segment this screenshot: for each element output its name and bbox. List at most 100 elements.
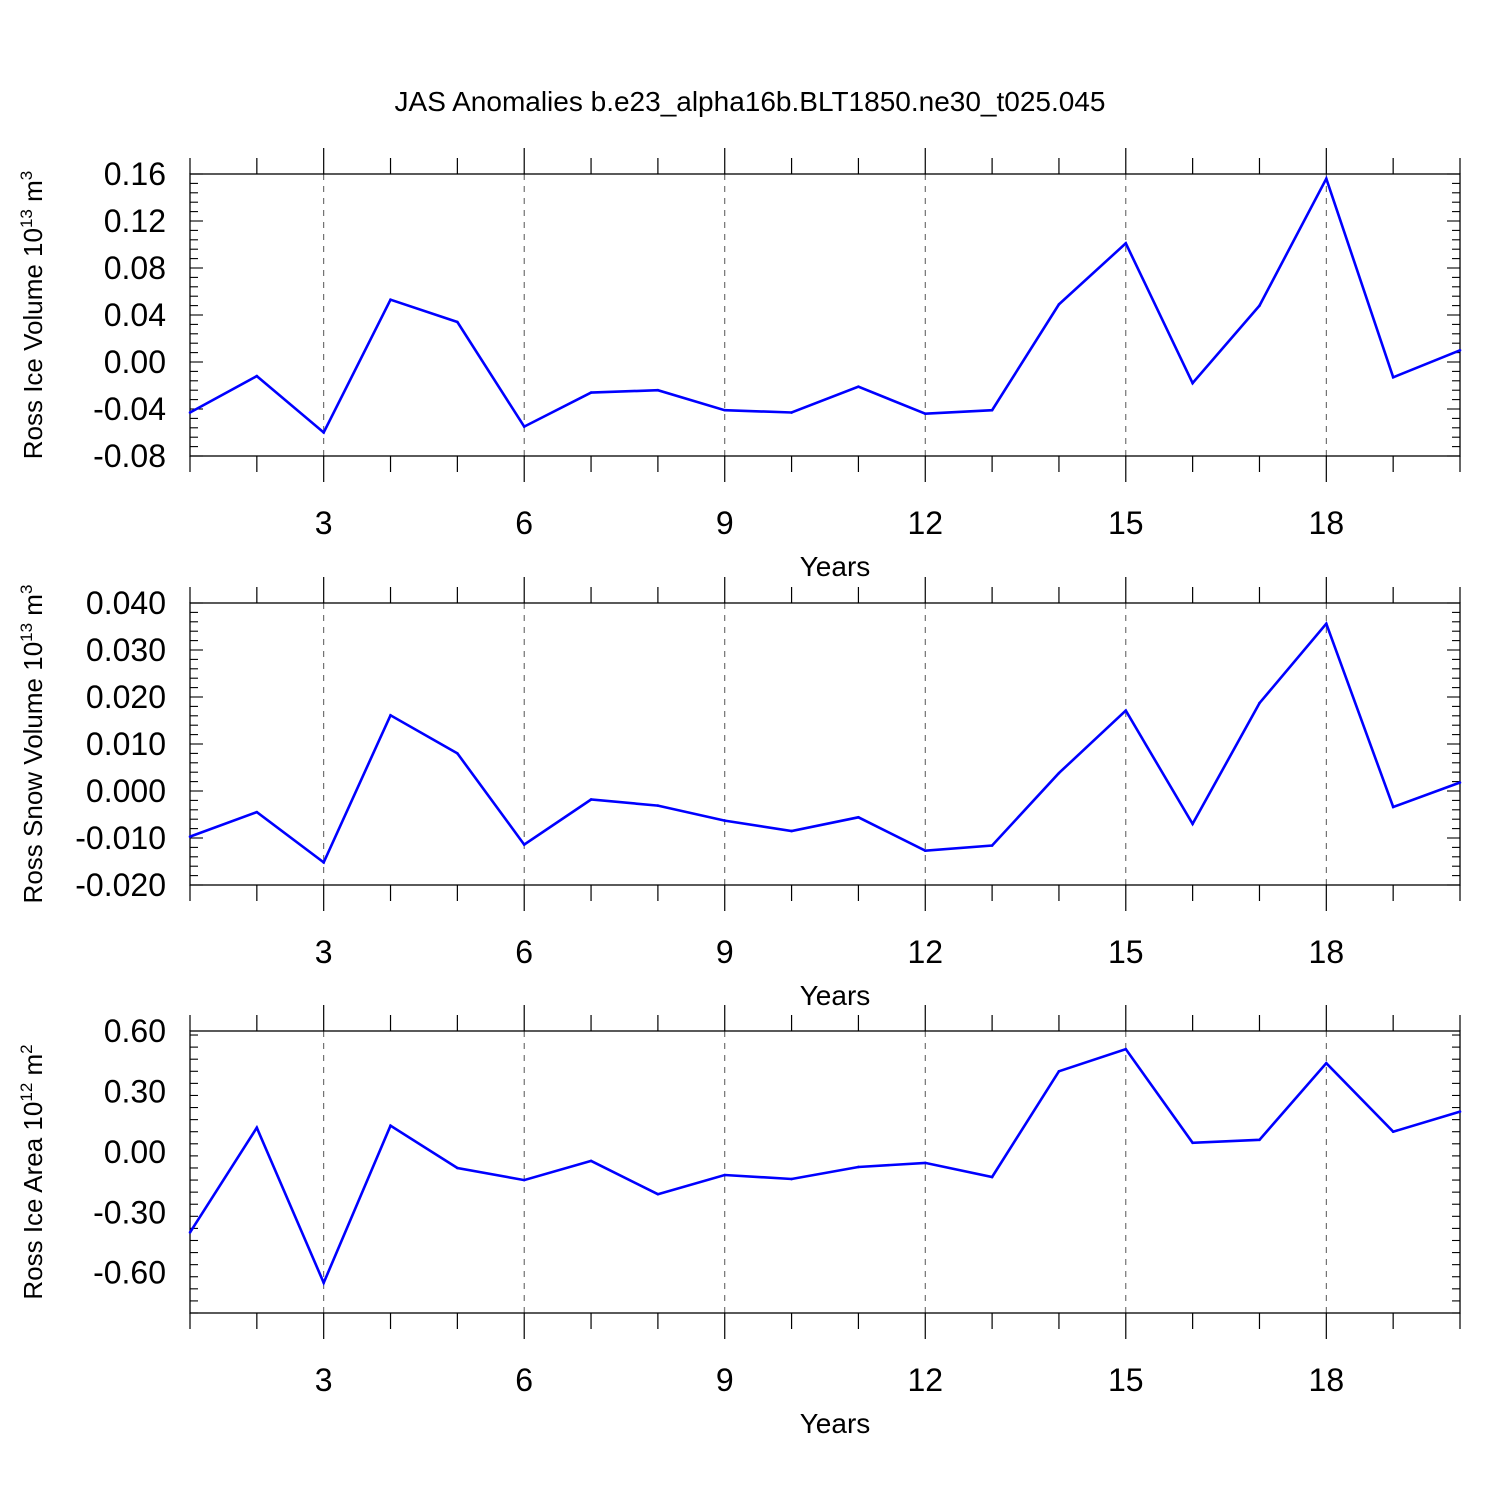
y-axis-label: Ross Ice Volume 1013 m3 bbox=[17, 171, 48, 460]
data-point bbox=[923, 849, 927, 852]
panel-2: 3 6 9 12 15 18 -0.020 -0.010 0.000 0.010 0.020 0.03… bbox=[17, 577, 1462, 1011]
y-tick-label: 0.010 bbox=[86, 726, 166, 762]
series-line bbox=[189, 621, 1461, 865]
data-point bbox=[522, 1178, 526, 1182]
data-point bbox=[723, 1173, 727, 1177]
data-point bbox=[857, 1165, 860, 1169]
panel-1: 3 6 9 12 15 18 -0.08 -0.04 0.00 0.04 0.08 0.12 0.16 Y… bbox=[17, 148, 1462, 582]
data-point bbox=[790, 411, 793, 414]
data-point bbox=[522, 843, 526, 846]
data-point bbox=[1124, 242, 1128, 245]
series-line bbox=[189, 175, 1461, 435]
data-point bbox=[389, 1124, 392, 1127]
data-point bbox=[790, 1177, 793, 1181]
data-point bbox=[1458, 781, 1462, 784]
data-point bbox=[589, 391, 593, 394]
y-tick-label: -0.020 bbox=[75, 867, 166, 903]
data-point bbox=[923, 1161, 927, 1165]
y-tick-label: 0.020 bbox=[86, 679, 166, 715]
data-point bbox=[1191, 381, 1194, 385]
x-tick-label: 9 bbox=[716, 505, 734, 541]
data-point bbox=[322, 861, 325, 864]
data-point bbox=[1057, 771, 1061, 775]
plot-frame bbox=[189, 602, 1461, 886]
data-point bbox=[990, 844, 994, 847]
y-tick-label: 0.60 bbox=[104, 1013, 166, 1049]
data-point bbox=[1258, 701, 1261, 705]
x-tick-label: 18 bbox=[1309, 505, 1345, 541]
data-point bbox=[1258, 1138, 1261, 1142]
data-point bbox=[322, 431, 325, 434]
x-tick-label: 6 bbox=[515, 934, 533, 970]
data-point bbox=[456, 320, 459, 324]
data-point bbox=[990, 1175, 994, 1179]
y-tick-label: 0.30 bbox=[104, 1073, 166, 1109]
data-point bbox=[1057, 1069, 1061, 1073]
x-tick-label: 3 bbox=[315, 505, 333, 541]
data-point bbox=[1325, 622, 1328, 625]
data-point bbox=[1057, 303, 1061, 306]
data-point bbox=[1325, 177, 1328, 180]
data-point bbox=[389, 298, 392, 302]
y-tick-label: 0.04 bbox=[104, 297, 166, 333]
data-point bbox=[255, 374, 259, 378]
data-point bbox=[723, 819, 727, 822]
data-point bbox=[923, 412, 927, 416]
x-tick-label: 15 bbox=[1108, 505, 1144, 541]
data-point bbox=[656, 804, 660, 807]
data-point bbox=[255, 1126, 259, 1129]
x-tick-label: 9 bbox=[716, 934, 734, 970]
data-point bbox=[188, 1231, 192, 1234]
data-point bbox=[1458, 1110, 1462, 1113]
y-tick-label: -0.04 bbox=[93, 391, 166, 427]
data-point bbox=[1191, 822, 1194, 826]
data-point bbox=[589, 1159, 593, 1163]
series-line bbox=[188, 1047, 1461, 1287]
x-tick-label: 12 bbox=[907, 934, 943, 970]
figure-title: JAS Anomalies b.e23_alpha16b.BLT1850.ne3… bbox=[395, 86, 1106, 117]
data-point bbox=[857, 816, 860, 819]
data-point bbox=[188, 835, 192, 838]
data-point bbox=[656, 388, 660, 392]
x-tick-label: 12 bbox=[907, 1362, 943, 1398]
y-tick-label: 0.16 bbox=[104, 156, 166, 192]
y-tick-label: 0.00 bbox=[104, 344, 166, 380]
data-point bbox=[1191, 1141, 1194, 1145]
plot-frame bbox=[189, 173, 1461, 457]
data-point bbox=[1458, 348, 1462, 352]
data-point bbox=[1391, 805, 1395, 809]
data-point bbox=[656, 1192, 660, 1196]
y-tick-label: -0.010 bbox=[75, 820, 166, 856]
data-point bbox=[255, 810, 259, 814]
x-tick-label: 12 bbox=[907, 505, 943, 541]
data-point bbox=[389, 714, 392, 717]
data-point bbox=[857, 385, 860, 388]
x-axis-label: Years bbox=[800, 551, 871, 582]
x-axis-label: Years bbox=[800, 980, 871, 1011]
data-point bbox=[589, 798, 593, 801]
data-point bbox=[1391, 375, 1395, 379]
data-point bbox=[1124, 709, 1128, 712]
y-tick-label: 0.000 bbox=[86, 773, 166, 809]
data-point bbox=[1258, 304, 1261, 307]
plot-frame bbox=[189, 1030, 1461, 1314]
x-tick-label: 15 bbox=[1108, 1362, 1144, 1398]
data-point bbox=[723, 408, 727, 412]
y-axis-label: Ross Snow Volume 1013 m3 bbox=[17, 585, 48, 904]
data-point bbox=[1391, 1130, 1395, 1134]
x-tick-label: 3 bbox=[315, 1362, 333, 1398]
data-point bbox=[1124, 1047, 1128, 1051]
data-point bbox=[1325, 1061, 1328, 1065]
data-point bbox=[322, 1281, 325, 1285]
x-tick-label: 18 bbox=[1309, 1362, 1345, 1398]
x-axis-label: Years bbox=[800, 1408, 871, 1439]
x-tick-label: 18 bbox=[1309, 934, 1345, 970]
x-tick-label: 6 bbox=[515, 505, 533, 541]
x-tick-label: 3 bbox=[315, 934, 333, 970]
data-point bbox=[456, 752, 459, 755]
y-tick-label: 0.040 bbox=[86, 585, 166, 621]
y-tick-label: -0.60 bbox=[93, 1255, 166, 1291]
data-point bbox=[188, 411, 192, 414]
panel-3: 3 6 9 12 15 18 -0.60 -0.30 0.00 0.30 0.60 Years Ross… bbox=[17, 1005, 1462, 1439]
